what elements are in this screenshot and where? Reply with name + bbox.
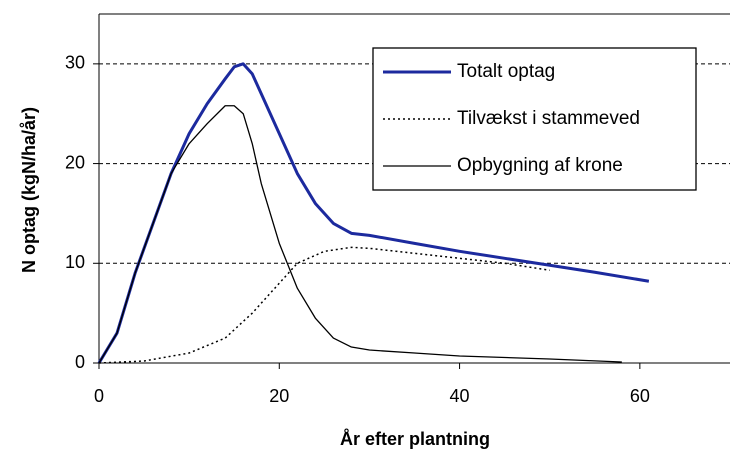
y-axis-label: N optag (kgN/ha/år) [19, 107, 39, 273]
y-tick-label: 10 [65, 252, 85, 272]
y-tick-label: 20 [65, 152, 85, 172]
legend: Totalt optag Tilvækst i stammeved Opbygnin… [372, 47, 697, 191]
legend-label: Tilvækst i stammeved [457, 108, 640, 129]
legend-label: Opbygning af krone [457, 155, 623, 176]
y-tick-label: 30 [65, 53, 85, 73]
x-tick-label: 0 [94, 386, 104, 406]
series-line [98, 246, 550, 364]
series-line [98, 105, 622, 364]
x-tick-label: 20 [269, 386, 289, 406]
x-tick-label: 40 [450, 386, 470, 406]
legend-label: Totalt optag [457, 61, 555, 82]
x-axis-label: År efter plantning [340, 429, 490, 449]
x-tick-label: 60 [630, 386, 650, 406]
y-tick-label: 0 [75, 352, 85, 372]
